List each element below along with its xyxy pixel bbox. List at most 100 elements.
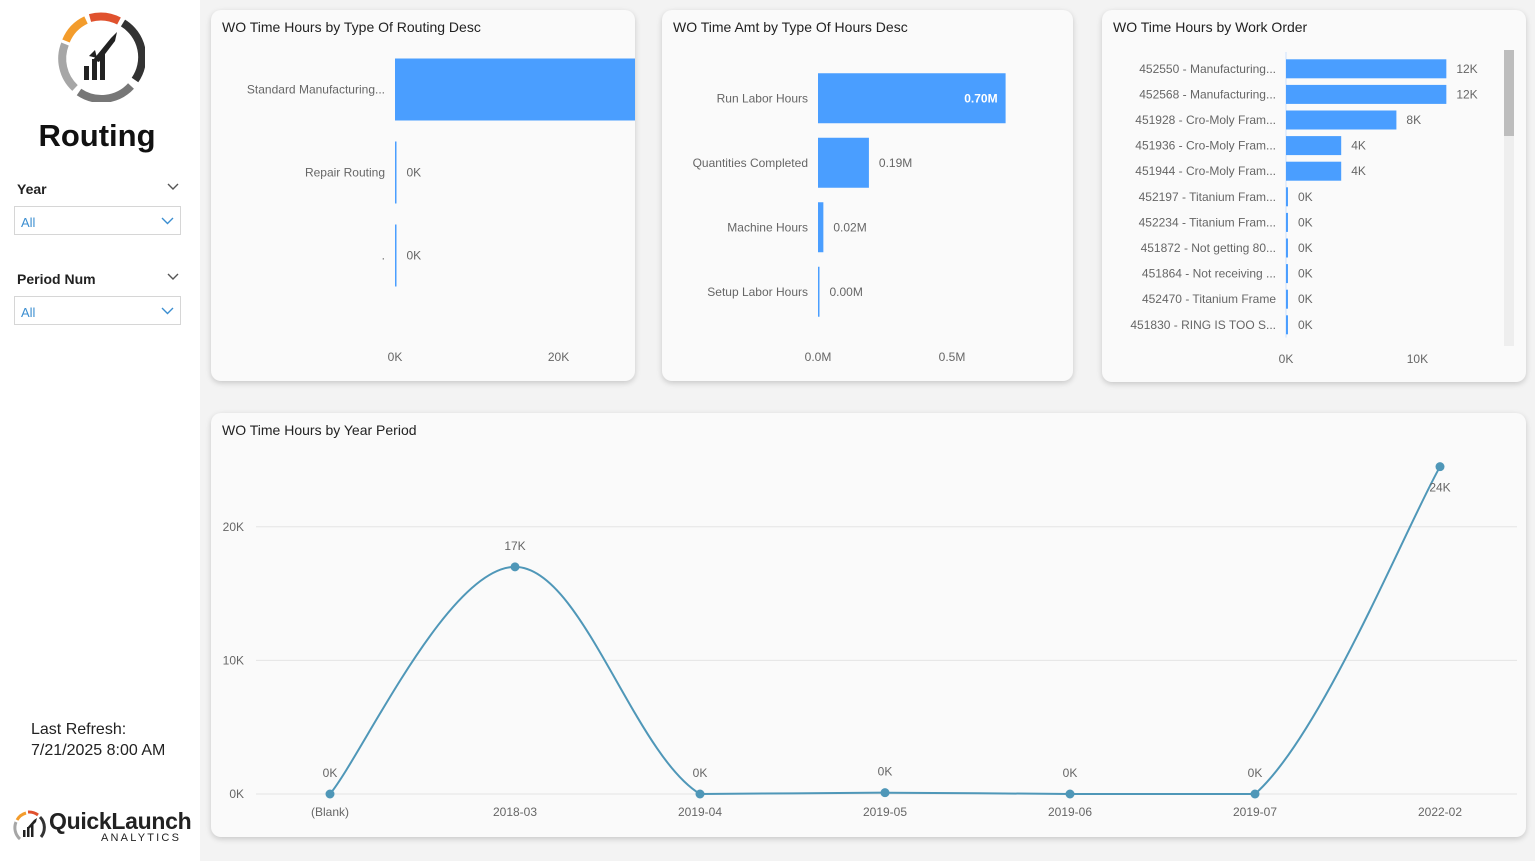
work-order-tick-label: 0K	[1279, 352, 1294, 366]
year-collapse-chevron-icon[interactable]	[166, 182, 180, 192]
year-period-series-line	[329, 466, 1441, 796]
year-slicer-label: Year	[17, 181, 47, 197]
amount-chart: Run Labor Hours 0.70M Quantities Completed…	[693, 73, 1006, 364]
work-order-bar	[1286, 264, 1288, 284]
amount-category-label: Setup Labor Hours	[707, 285, 808, 299]
x-tick-label: 2019-05	[863, 805, 907, 819]
chevron-down-icon	[161, 307, 174, 315]
work-order-category-label: 452550 - Manufacturing...	[1139, 62, 1276, 76]
work-order-data-label: 4K	[1351, 139, 1366, 153]
amount-data-label: 0.19M	[879, 156, 912, 170]
amount-bar	[818, 73, 1006, 124]
y-tick-label: 20K	[223, 520, 244, 534]
amount-chart-title: WO Time Amt by Type Of Hours Desc	[673, 19, 908, 35]
work-order-data-label: 0K	[1298, 215, 1313, 229]
page-title: Routing	[38, 118, 156, 153]
routing-bar	[395, 224, 397, 287]
year-dropdown[interactable]: All	[14, 206, 181, 235]
routing-category-label: .	[382, 249, 385, 263]
work-order-category-label: 452568 - Manufacturing...	[1139, 87, 1276, 101]
amount-data-label: 0.70M	[964, 91, 997, 105]
year-period-data-label: 0K	[323, 766, 338, 780]
work-order-data-label: 8K	[1406, 113, 1421, 127]
routing-data-label: 0K	[407, 166, 422, 180]
amount-data-label: 0.02M	[833, 220, 866, 234]
quicklaunch-logo-icon	[13, 810, 46, 841]
period-collapse-chevron-icon[interactable]	[166, 272, 180, 282]
year-period-point	[325, 789, 335, 799]
routing-chart-title: WO Time Hours by Type Of Routing Desc	[222, 19, 481, 35]
work-order-data-label: 4K	[1351, 164, 1366, 178]
routing-chart: Standard Manufacturing...42KRepair Routi…	[247, 58, 635, 364]
work-order-bar	[1286, 238, 1288, 258]
work-order-category-label: 452234 - Titanium Fram...	[1139, 215, 1276, 229]
work-order-bar	[1286, 59, 1447, 79]
work-order-data-label: 0K	[1298, 190, 1313, 204]
amount-chart-card[interactable]: WO Time Amt by Type Of Hours Desc Run La…	[662, 10, 1073, 381]
year-period-data-label: 24K	[1429, 481, 1450, 495]
work-order-bar	[1286, 315, 1288, 335]
amount-bar	[818, 202, 824, 253]
year-period-point	[510, 562, 520, 572]
work-order-chart-card[interactable]: WO Time Hours by Work Order 452550 - Man…	[1102, 10, 1526, 382]
amount-tick-label: 0.0M	[805, 350, 832, 364]
amount-data-label: 0.00M	[830, 285, 863, 299]
amount-bar	[818, 266, 820, 317]
amount-category-label: Quantities Completed	[693, 156, 808, 170]
amount-category-label: Run Labor Hours	[717, 91, 808, 105]
work-order-category-label: 451864 - Not receiving ...	[1142, 267, 1276, 281]
work-order-bar	[1286, 289, 1288, 309]
routing-data-label: 0K	[407, 249, 422, 263]
work-order-category-label: 451872 - Not getting 80...	[1141, 241, 1276, 255]
year-period-data-label: 0K	[1063, 766, 1078, 780]
work-order-category-label: 452470 - Titanium Frame	[1142, 292, 1276, 306]
work-order-category-label: 451928 - Cro-Moly Fram...	[1135, 113, 1276, 127]
year-period-chart-card[interactable]: WO Time Hours by Year Period 0K 10K 20K 0K (…	[211, 413, 1526, 837]
year-period-point	[1435, 462, 1445, 472]
year-period-point	[1065, 789, 1075, 799]
sidebar: Routing Year All Period Num All Last Ref…	[0, 0, 200, 861]
amount-tick-label: 0.5M	[939, 350, 966, 364]
brand-subtitle: ANALYTICS	[101, 832, 182, 844]
work-order-category-label: 452197 - Titanium Fram...	[1139, 190, 1276, 204]
rocket-gauge-logo-icon	[58, 12, 145, 102]
work-order-data-label: 0K	[1298, 241, 1313, 255]
work-order-data-label: 12K	[1456, 87, 1477, 101]
amount-bar	[818, 137, 869, 188]
year-dropdown-value: All	[21, 215, 36, 230]
work-order-scrollbar[interactable]	[1504, 50, 1514, 346]
year-period-chart-title: WO Time Hours by Year Period	[222, 422, 417, 438]
work-order-scrollbar-thumb[interactable]	[1504, 50, 1514, 136]
work-order-bar	[1286, 212, 1288, 232]
chevron-down-icon	[161, 217, 174, 225]
work-order-data-label: 12K	[1456, 62, 1477, 76]
routing-category-label: Standard Manufacturing...	[247, 83, 385, 97]
last-refresh-value: 7/21/2025 8:00 AM	[31, 742, 166, 759]
work-order-data-label: 0K	[1298, 292, 1313, 306]
year-period-data-label: 17K	[504, 539, 525, 553]
x-tick-label: 2019-07	[1233, 805, 1277, 819]
period-dropdown[interactable]: All	[14, 296, 181, 325]
work-order-category-label: 451936 - Cro-Moly Fram...	[1135, 139, 1276, 153]
work-order-bar	[1286, 187, 1288, 207]
work-order-chart-title: WO Time Hours by Work Order	[1113, 19, 1308, 35]
year-period-point	[1250, 789, 1260, 799]
year-period-point	[695, 789, 705, 799]
routing-tick-label: 20K	[548, 350, 569, 364]
work-order-bar	[1286, 84, 1447, 104]
year-period-data-label: 0K	[878, 765, 893, 779]
year-period-data-label: 0K	[1248, 766, 1263, 780]
work-order-chart: 452550 - Manufacturing... 12K 452568 - Man…	[1130, 52, 1478, 366]
amount-category-label: Machine Hours	[727, 220, 808, 234]
x-tick-label: 2018-03	[493, 805, 537, 819]
routing-category-label: Repair Routing	[305, 166, 385, 180]
year-period-chart: 0K 10K 20K 0K (Blank) 17K 2018-03 0K 2019-04 0K 20…	[223, 462, 1517, 819]
y-tick-label: 10K	[223, 653, 244, 667]
period-slicer-label: Period Num	[17, 271, 96, 287]
work-order-category-label: 451944 - Cro-Moly Fram...	[1135, 164, 1276, 178]
y-tick-label: 0K	[229, 787, 244, 801]
routing-tick-label: 0K	[388, 350, 403, 364]
year-period-point	[880, 788, 890, 798]
routing-chart-card[interactable]: WO Time Hours by Type Of Routing Desc St…	[211, 10, 635, 381]
last-refresh-label: Last Refresh:	[31, 721, 127, 738]
